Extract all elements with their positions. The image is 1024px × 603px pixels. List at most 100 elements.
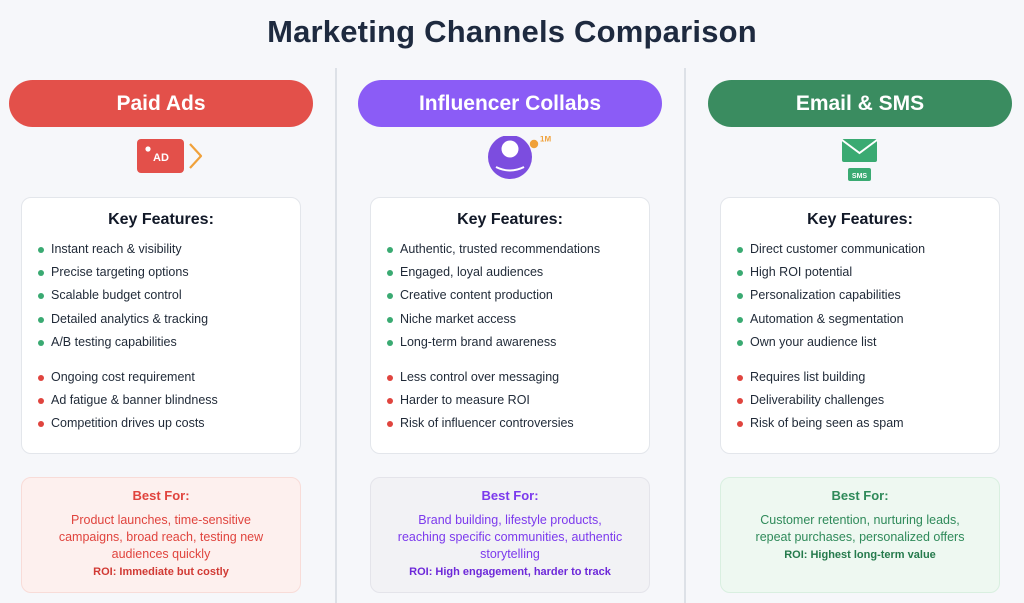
pro-text: High ROI potential [750,265,853,280]
best-for-title: Best For: [132,488,190,503]
card-title: Key Features: [108,211,214,228]
bullet-dot-icon [38,270,44,277]
cons-list: Less control over messaging Harder to me… [385,366,635,436]
channel-header: Paid Ads [9,80,313,127]
bullet-dot-icon [737,293,743,300]
pro-item: A/B testing capabilities [36,331,286,354]
bullet-dot-icon [387,398,393,405]
con-item: Risk of influencer controversies [385,412,635,435]
best-for-text: Brand building, lifestyle products, reac… [397,513,623,561]
bullet-dot-icon [38,293,44,300]
pros-list: Authentic, trusted recommendations Engag… [385,238,635,354]
bullet-dot-icon [737,247,743,253]
card-title: Key Features: [807,211,913,228]
page-title: Marketing Channels Comparison [267,14,757,49]
con-text: Ad fatigue & banner blindness [51,393,218,408]
pro-item: Precise targeting options [36,261,286,284]
pro-item: Own your audience list [735,331,985,354]
con-item: Risk of being seen as spam [735,412,985,435]
pro-item: High ROI potential [735,261,985,284]
column-divider [335,68,337,603]
pro-text: Automation & segmentation [750,311,904,326]
con-text: Competition drives up costs [51,416,205,431]
con-text: Ongoing cost requirement [51,369,195,384]
bullet-dot-icon [38,398,44,405]
best-for-title: Best For: [481,488,539,503]
channel-column-influencer: Influencer Collabs 1M Key Features: Auth… [358,80,662,603]
pro-text: Own your audience list [750,334,877,349]
key-features-card: Key Features: Instant reach & visibility… [21,197,301,454]
bullet-dot-icon [38,316,44,323]
pro-text: Direct customer communication [750,242,926,256]
pro-text: Creative content production [400,288,553,303]
con-item: Less control over messaging [385,366,635,389]
envelope-sms-icon: SMS [708,136,1012,186]
roi-text: ROI: Highest long-term value [784,549,936,561]
card-title: Key Features: [457,211,563,228]
ad-tag-label: AD [153,152,169,164]
bullet-dot-icon [38,374,44,381]
con-item: Harder to measure ROI [385,389,635,412]
con-text: Deliverability challenges [750,393,885,408]
pro-text: Scalable budget control [51,288,182,303]
best-for-text: Product launches, time-sensitive campaig… [58,513,264,561]
pro-item: Niche market access [385,308,635,331]
pros-list: Instant reach & visibility Precise targe… [36,238,286,354]
pro-text: Precise targeting options [51,265,189,280]
bullet-dot-icon [737,270,743,277]
ad-tag-icon: AD [9,136,313,186]
pro-item: Automation & segmentation [735,308,985,331]
best-for-text: Customer retention, nurturing leads, rep… [755,513,965,544]
bullet-dot-icon [737,421,743,428]
bullet-dot-icon [38,421,44,428]
con-item: Competition drives up costs [36,412,286,435]
bullet-dot-icon [387,247,393,253]
con-text: Risk of influencer controversies [400,416,574,431]
pro-text: Detailed analytics & tracking [51,311,209,326]
con-item: Deliverability challenges [735,389,985,412]
pro-text: Niche market access [400,311,517,326]
pro-text: A/B testing capabilities [51,334,177,349]
bullet-dot-icon [387,339,393,346]
follower-count: 1M [540,136,551,144]
bullet-dot-icon [387,293,393,300]
channel-header: Influencer Collabs [358,80,662,127]
bullet-dot-icon [737,339,743,346]
pro-text: Instant reach & visibility [51,242,182,256]
cons-list: Requires list building Deliverability ch… [735,366,985,436]
channel-column-paid-ads: Paid Ads AD Key Features: Instant reach … [9,80,313,603]
column-divider [684,68,686,603]
roi-text: ROI: High engagement, harder to track [409,566,611,578]
con-item: Ongoing cost requirement [36,366,286,389]
bullet-dot-icon [38,339,44,346]
pro-text: Authentic, trusted recommendations [400,242,601,256]
con-item: Requires list building [735,366,985,389]
best-for-box: Best For: Product launches, time-sensiti… [21,477,301,593]
pros-list: Direct customer communication High ROI p… [735,238,985,354]
con-text: Harder to measure ROI [400,393,530,408]
con-item: Ad fatigue & banner blindness [36,389,286,412]
bullet-dot-icon [387,270,393,277]
pro-item: Authentic, trusted recommendations [385,238,635,261]
key-features-card: Key Features: Authentic, trusted recomme… [370,197,650,454]
pro-item: Detailed analytics & tracking [36,308,286,331]
sms-badge-label: SMS [852,173,868,180]
bullet-dot-icon [737,374,743,381]
bullet-dot-icon [38,247,44,253]
con-text: Requires list building [750,369,866,384]
channel-column-email-sms: Email & SMS SMS Key Features: Direct cus… [708,80,1012,603]
channel-header: Email & SMS [708,80,1012,127]
pro-text: Engaged, loyal audiences [400,265,544,280]
best-for-title: Best For: [831,488,889,503]
influencer-avatar-icon: 1M [358,135,662,186]
pro-item: Long-term brand awareness [385,331,635,354]
pro-item: Direct customer communication [735,238,985,261]
cons-list: Ongoing cost requirement Ad fatigue & ba… [36,366,286,436]
best-for-box: Best For: Customer retention, nurturing … [720,477,1000,593]
con-text: Risk of being seen as spam [750,416,904,431]
pro-item: Engaged, loyal audiences [385,261,635,284]
con-text: Less control over messaging [400,369,560,384]
pro-text: Personalization capabilities [750,288,901,303]
pro-item: Creative content production [385,284,635,307]
pro-item: Scalable budget control [36,284,286,307]
